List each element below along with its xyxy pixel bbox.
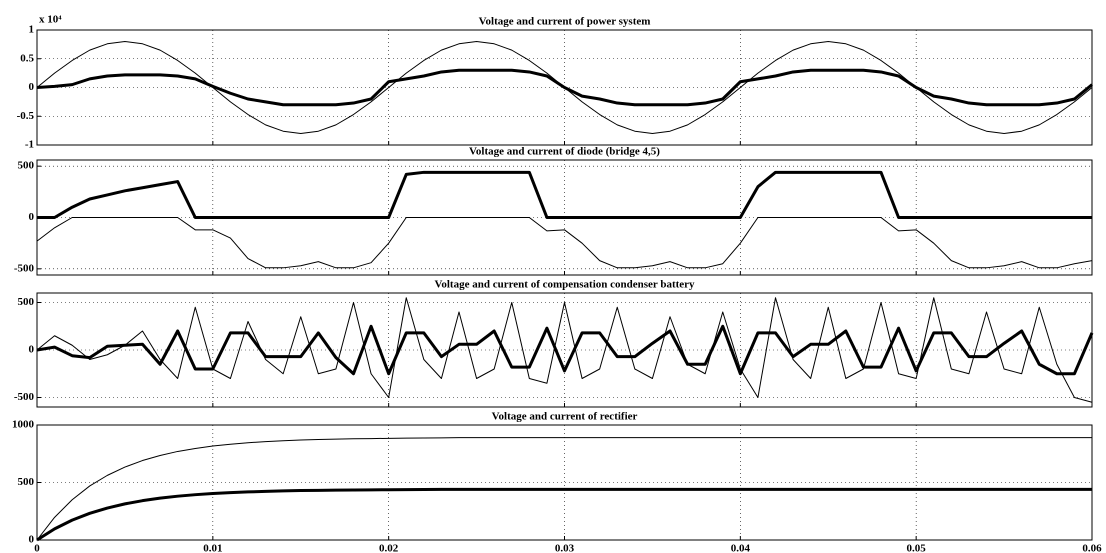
x-tick-label: 0.03 bbox=[555, 543, 575, 553]
y-tick-label: -500 bbox=[14, 262, 35, 274]
y-tick-label: 0 bbox=[29, 534, 35, 546]
chart-title: Voltage and current of rectifier bbox=[492, 411, 638, 423]
x-tick-label: 0 bbox=[34, 543, 40, 553]
axes-frame bbox=[36, 29, 1093, 146]
chart-title: Voltage and current of power system bbox=[479, 16, 651, 28]
y-tick-label: -1 bbox=[25, 139, 34, 151]
y-tick-label: 0.5 bbox=[20, 52, 34, 64]
chart-title: Voltage and current of diode (bridge 4,5… bbox=[469, 146, 660, 158]
axis-scale-label: x 10⁴ bbox=[39, 14, 62, 26]
chart-title: Voltage and current of compensation cond… bbox=[434, 279, 695, 291]
x-tick-label: 0.04 bbox=[731, 543, 751, 553]
series-line bbox=[36, 68, 1093, 107]
x-tick-label: 0.05 bbox=[907, 543, 927, 553]
axes-frame bbox=[36, 292, 1093, 408]
y-tick-label: 1000 bbox=[12, 419, 35, 431]
y-tick-label: 0 bbox=[29, 211, 35, 223]
x-tick-label: 0.06 bbox=[1082, 543, 1102, 553]
axes-frame bbox=[36, 159, 1093, 276]
y-tick-label: 500 bbox=[18, 160, 35, 172]
y-tick-label: 1 bbox=[29, 24, 35, 36]
series-line bbox=[36, 217, 1093, 269]
axes-frame bbox=[36, 424, 1093, 541]
y-tick-label: -0.5 bbox=[17, 110, 35, 122]
plot-area bbox=[37, 425, 1092, 540]
series-line bbox=[36, 324, 1094, 376]
y-tick-label: -500 bbox=[14, 391, 35, 403]
series-line bbox=[36, 487, 1092, 542]
y-tick-label: 0 bbox=[29, 81, 35, 93]
y-tick-label: 500 bbox=[18, 296, 35, 308]
x-tick-label: 0.02 bbox=[379, 543, 399, 553]
series-line bbox=[36, 437, 1092, 541]
y-tick-label: 500 bbox=[18, 476, 35, 488]
y-tick-label: 0 bbox=[29, 344, 35, 356]
series-line bbox=[37, 170, 1092, 219]
x-tick-label: 0.01 bbox=[203, 543, 222, 553]
